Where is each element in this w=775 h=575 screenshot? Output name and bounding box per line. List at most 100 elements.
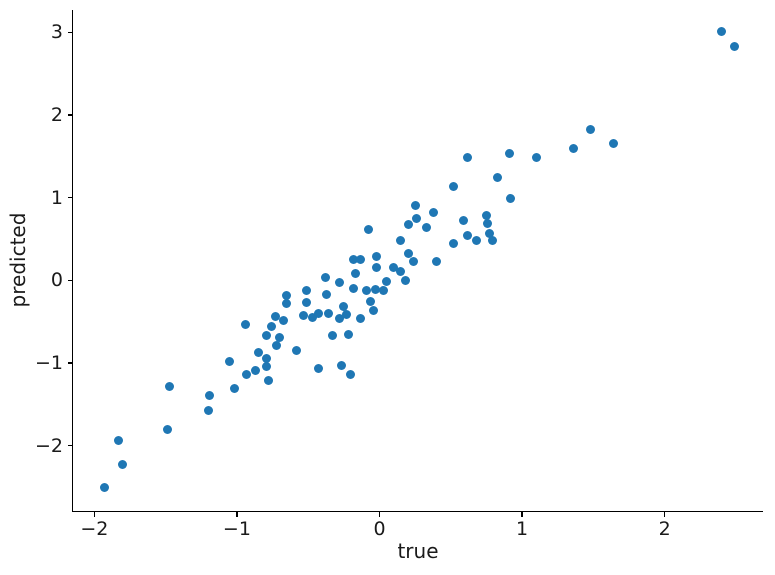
x-tick-label: 1 [516, 518, 529, 540]
data-point [382, 276, 392, 286]
x-tick-label: 2 [658, 518, 671, 540]
data-point [363, 224, 373, 234]
data-point [313, 308, 323, 318]
x-tick-label: −2 [80, 518, 109, 540]
data-point [114, 436, 124, 446]
data-point [370, 284, 380, 294]
data-point [275, 332, 285, 342]
data-point [262, 361, 272, 371]
data-point [356, 255, 366, 265]
data-point [282, 290, 292, 300]
data-point [717, 26, 727, 36]
data-point [313, 364, 323, 374]
data-point [349, 284, 359, 294]
data-point [282, 298, 292, 308]
x-tick-label: 0 [373, 518, 386, 540]
data-point [302, 285, 312, 295]
data-point [292, 346, 302, 356]
data-point [400, 275, 410, 285]
data-point [432, 256, 442, 266]
data-point [372, 251, 382, 261]
data-point [99, 483, 109, 493]
data-point [379, 285, 389, 295]
data-point [506, 193, 516, 203]
data-point [362, 285, 372, 295]
x-axis-tick [663, 512, 666, 517]
data-point [322, 289, 332, 299]
data-point [253, 347, 263, 357]
data-point [205, 390, 215, 400]
data-point [343, 329, 353, 339]
data-point [302, 298, 312, 308]
x-axis-tick [236, 512, 238, 517]
data-point [396, 236, 406, 246]
data-point [531, 152, 541, 162]
data-point [279, 315, 289, 325]
data-point [372, 263, 382, 273]
data-point [272, 341, 282, 351]
data-point [487, 236, 497, 246]
data-point [410, 201, 420, 211]
data-point [459, 216, 469, 226]
data-point [270, 312, 280, 322]
data-point [299, 310, 309, 320]
data-point [165, 382, 175, 392]
data-point [262, 353, 272, 363]
data-point [396, 266, 406, 276]
data-point [409, 256, 419, 266]
y-tick-label: −2 [34, 434, 63, 457]
x-axis-tick [378, 512, 381, 517]
data-point [483, 218, 493, 228]
data-point [350, 269, 360, 279]
y-tick-label: −1 [34, 352, 63, 374]
data-point [263, 375, 273, 385]
data-point [449, 181, 459, 191]
data-point [323, 308, 333, 318]
data-point [229, 384, 239, 394]
data-point [403, 219, 413, 229]
data-point [356, 313, 366, 323]
data-point [320, 273, 330, 283]
y-axis-tick [67, 196, 72, 199]
data-point [241, 320, 250, 330]
data-point [308, 313, 317, 323]
y-axis-tick [67, 114, 72, 116]
data-point [369, 305, 379, 315]
data-point [366, 296, 376, 306]
data-point [225, 356, 235, 366]
data-point [203, 406, 213, 416]
data-point [262, 331, 272, 341]
x-axis-tick [521, 512, 523, 517]
data-point [586, 124, 595, 134]
y-axis-tick [67, 444, 72, 447]
y-axis-tick [67, 362, 72, 364]
data-point [481, 210, 491, 220]
data-point [250, 365, 260, 375]
data-point [349, 255, 359, 265]
x-axis-spine [72, 511, 763, 513]
data-point [608, 139, 618, 149]
data-point [403, 248, 413, 258]
y-tick-label: 0 [50, 269, 63, 292]
y-axis-tick [67, 279, 72, 282]
data-point [118, 460, 128, 470]
y-tick-label: 2 [50, 103, 63, 126]
y-axis-spine [72, 10, 74, 512]
y-tick-label: 1 [50, 186, 63, 209]
y-axis-label: predicted [6, 212, 30, 308]
data-point [463, 152, 473, 162]
data-point [568, 144, 578, 154]
data-point [335, 278, 345, 288]
data-point [335, 313, 345, 323]
data-point [463, 231, 473, 241]
data-point [412, 213, 422, 223]
data-point [493, 173, 503, 183]
data-point [504, 149, 514, 159]
data-point [471, 236, 481, 246]
data-point [342, 309, 352, 319]
x-axis-tick [93, 512, 96, 517]
data-point [422, 222, 432, 232]
data-point [449, 239, 459, 249]
